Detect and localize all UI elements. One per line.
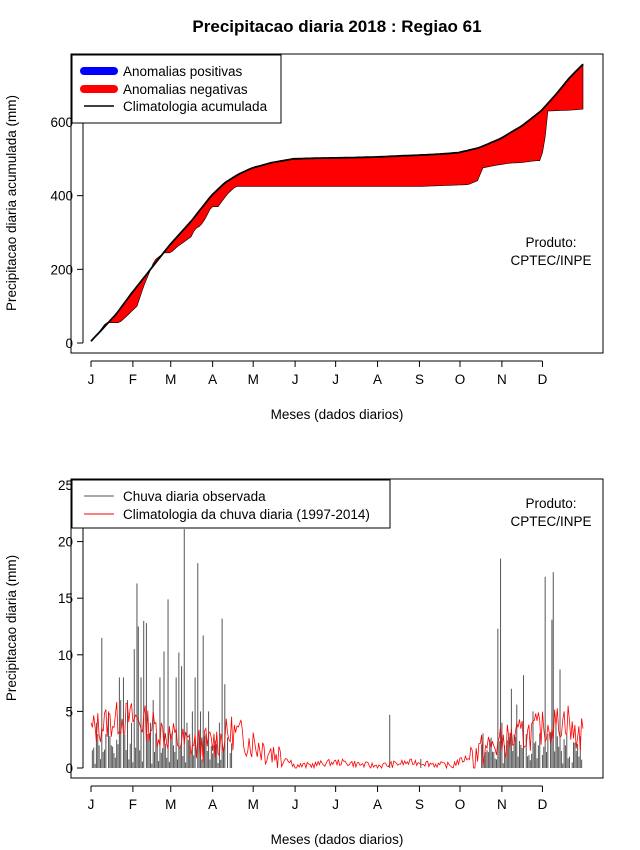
cumulative-x-tick-label: J <box>332 372 339 387</box>
daily-x-tick-label: F <box>129 797 137 812</box>
cumulative-x-tick-label: S <box>415 372 424 387</box>
legend-label-climatology: Climatologia da chuva diaria (1997-2014) <box>123 507 370 522</box>
cumulative-y-tick-label: 400 <box>50 189 73 204</box>
daily-x-tick-label: O <box>455 797 466 812</box>
daily-y-tick-label: 25 <box>58 478 73 493</box>
daily-x-tick-label: N <box>497 797 507 812</box>
cumulative-x-tick-label: J <box>88 372 95 387</box>
legend-label-climatology: Climatologia acumulada <box>123 99 268 114</box>
legend-label-negative: Anomalias negativas <box>123 82 248 97</box>
y-axis: 0 5 10 15 20 25 <box>58 478 84 776</box>
daily-x-tick-label: J <box>88 797 95 812</box>
legend-label-observed: Chuva diaria observada <box>123 489 266 504</box>
cumulative-x-tick-label: O <box>455 372 466 387</box>
product-source: CPTEC/INPE <box>510 253 591 268</box>
daily-x-tick-label: M <box>248 797 259 812</box>
cumulative-y-tick-label: 0 <box>65 336 73 351</box>
product-label: Produto: <box>525 235 576 250</box>
chart-cumulative: 0 200 400 600 J F M A M J J A S O N D Precipitacao dia… <box>4 53 604 422</box>
product-source: CPTEC/INPE <box>510 514 591 529</box>
y-axis-label: Precipitacao diaria acumulada (mm) <box>4 95 19 311</box>
daily-x-tick-label: A <box>208 797 217 812</box>
daily-y-tick-label: 10 <box>58 648 73 663</box>
cumulative-x-tick-label: D <box>538 372 548 387</box>
figure-title: Precipitacao diaria 2018 : Regiao 61 <box>192 17 481 36</box>
cumulative-x-tick-label: M <box>248 372 259 387</box>
climatology-daily-line <box>90 701 584 770</box>
cumulative-y-tick-label: 600 <box>50 115 73 130</box>
y-axis-label: Precipitacao diaria (mm) <box>4 555 19 701</box>
daily-y-tick-label: 0 <box>65 761 73 776</box>
climatology-line <box>90 63 584 342</box>
legend-box <box>71 479 391 529</box>
plot-frame <box>70 478 604 779</box>
cumulative-x-tick-label: A <box>373 372 382 387</box>
legend: Anomalias positivas Anomalias negativas … <box>71 54 282 124</box>
daily-x-tick-label: S <box>415 797 424 812</box>
cumulative-y-tick-label: 200 <box>50 262 73 277</box>
daily-x-tick-label: J <box>292 797 299 812</box>
cumulative-x-tick-label: J <box>292 372 299 387</box>
daily-y-tick-label: 20 <box>58 535 73 550</box>
daily-y-tick-label: 5 <box>65 704 73 719</box>
cumulative-x-tick-label: A <box>208 372 217 387</box>
daily-x-tick-label: D <box>538 797 548 812</box>
y-axis: 0 200 400 600 <box>50 115 84 351</box>
chart-daily: 0 5 10 15 20 25 J F M A M J J A S O N D Precipitacao dia… <box>4 478 604 847</box>
cumulative-x-tick-label: M <box>165 372 176 387</box>
daily-x-tick-label: J <box>332 797 339 812</box>
x-axis-label: Meses (dados diarios) <box>271 407 404 422</box>
plot-frame <box>70 53 604 354</box>
product-label: Produto: <box>525 496 576 511</box>
cumulative-x-tick-label: N <box>497 372 507 387</box>
legend: Chuva diaria observada Climatologia da c… <box>71 479 391 529</box>
daily-x-tick-label: M <box>165 797 176 812</box>
cumulative-x-tick-label: F <box>129 372 137 387</box>
x-axis-label: Meses (dados diarios) <box>271 832 404 847</box>
daily-y-tick-label: 15 <box>58 591 73 606</box>
legend-label-positive: Anomalias positivas <box>123 64 243 79</box>
daily-x-tick-label: A <box>373 797 382 812</box>
